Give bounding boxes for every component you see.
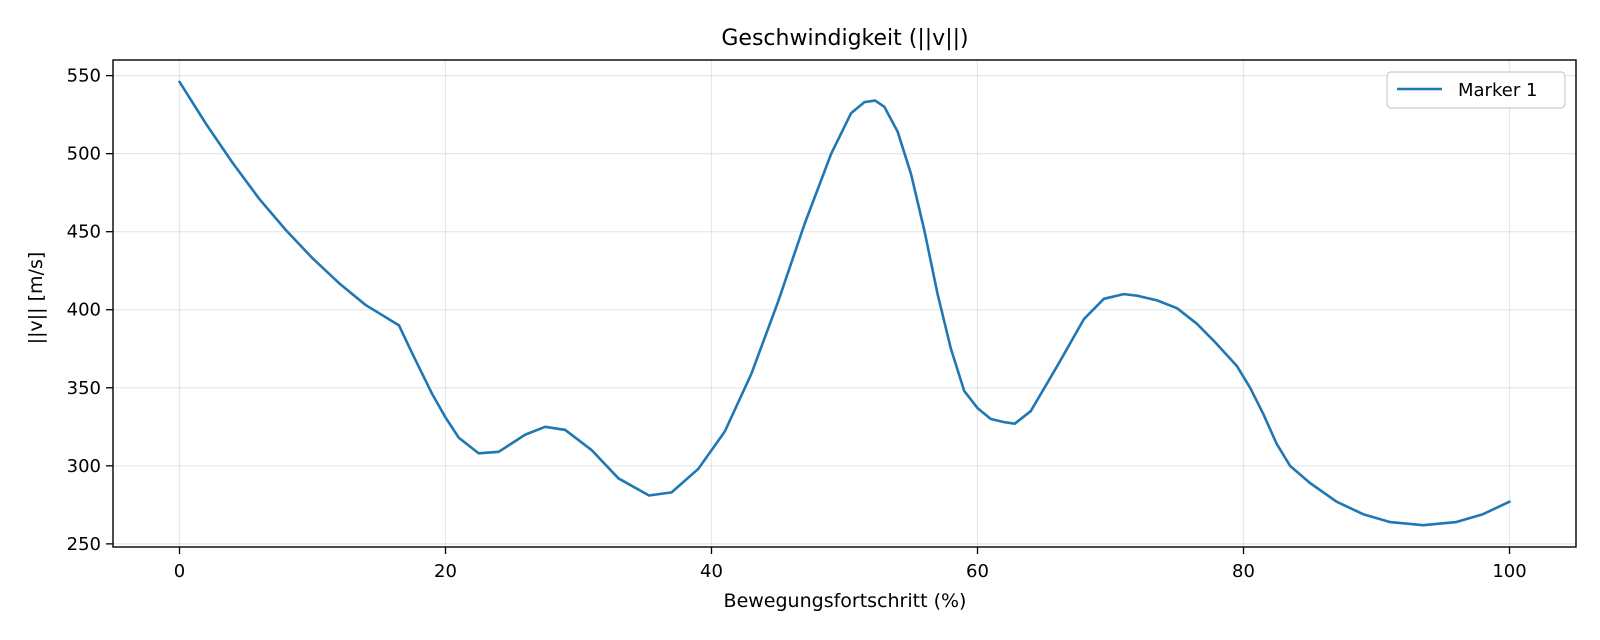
plot-frame [112, 59, 1577, 548]
y-tick-label: 500 [67, 144, 101, 165]
x-axis-ticks: 0 20 40 60 80 100 [174, 547, 1527, 582]
y-axis-ticks: 250 300 350 400 450 500 550 [67, 66, 113, 555]
series-layer [178, 80, 1511, 527]
y-tick-label: 400 [67, 300, 101, 321]
y-axis-label: ||v|| [m/s] [25, 252, 47, 345]
series-line-marker-1 [178, 80, 1511, 527]
x-axis-label: Bewegungsfortschritt (%) [724, 590, 967, 612]
grid-lines [113, 60, 1576, 547]
chart-title: Geschwindigkeit (||v||) [721, 26, 968, 51]
y-tick-label: 350 [67, 378, 101, 399]
y-tick-label: 550 [67, 66, 101, 87]
x-tick-label: 0 [174, 561, 185, 582]
x-tick-label: 20 [434, 561, 457, 582]
x-tick-label: 60 [966, 561, 989, 582]
y-tick-label: 450 [67, 222, 101, 243]
y-tick-label: 300 [67, 456, 101, 477]
legend: Marker 1 [1386, 71, 1566, 109]
y-tick-label: 250 [67, 534, 101, 555]
x-tick-label: 100 [1492, 561, 1526, 582]
x-tick-label: 80 [1232, 561, 1255, 582]
legend-box [1386, 71, 1566, 109]
x-tick-label: 40 [700, 561, 723, 582]
legend-label-marker-1: Marker 1 [1458, 80, 1537, 101]
plot-area-background [113, 60, 1576, 547]
